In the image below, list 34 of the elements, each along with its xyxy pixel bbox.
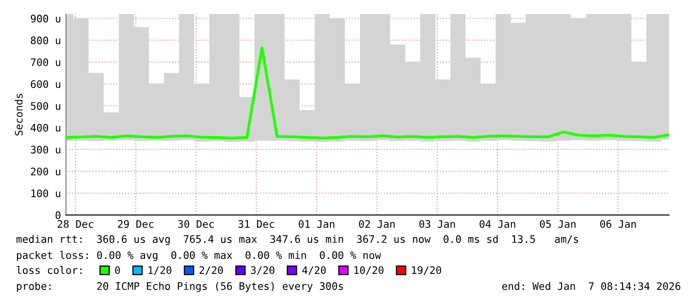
y-tick-label: 200 u	[30, 168, 60, 176]
y-tick-label: 0	[56, 211, 60, 220]
x-tick-label: 01 Jan	[298, 220, 334, 228]
text: probe: 20 ICMP Echo Pings (56 Bytes) every 300s	[16, 282, 343, 292]
y-tick-label: 900 u	[30, 14, 60, 22]
x-tick-label: 30 Dec	[178, 220, 214, 228]
x-tick-label: 03 Jan	[419, 220, 455, 228]
x-tick-label: 02 Jan	[359, 220, 395, 228]
y-tick-label: 100 u	[31, 189, 60, 198]
y-tick-label: 800 u	[30, 36, 60, 44]
legend-label: 2/20	[200, 266, 223, 275]
legend-label: 0	[115, 266, 120, 274]
x-tick-label: 31 Dec	[238, 220, 274, 228]
text: packet loss: 0.00 % avg 0.00 % max 0.00 % min 0.00 % now	[16, 250, 382, 262]
legend-label: 1/20	[148, 266, 172, 275]
legend-label: 10/20	[354, 266, 384, 275]
text: end: Wed Jan 7 08:14:34 2026	[502, 282, 680, 290]
y-tick-label: 500 u	[30, 102, 60, 110]
legend-label: 19/20	[412, 266, 442, 275]
line-series	[66, 46, 669, 140]
x-tick-label: 05 Jan	[540, 220, 576, 228]
y-tick-label: 700 u	[30, 58, 60, 66]
x-tick-label: 06 Jan	[600, 220, 636, 228]
x-tick-label: 29 Dec	[118, 220, 154, 228]
y-tick-label: 600 u	[30, 80, 60, 88]
legend-title: loss color:	[16, 266, 82, 274]
legend-label: 4/20	[302, 266, 326, 275]
text: median rtt: 360.6 us avg 765.4 us max 347.6 us min 367.2 us now 0.0 ms sd 13.5 am/s	[16, 234, 578, 246]
y-axis-title: Seconds	[14, 94, 23, 136]
legend-label: 3/20	[250, 266, 274, 275]
x-tick-label: 28 Dec	[58, 220, 94, 228]
x-tick-label: 04 Jan	[480, 220, 516, 228]
y-tick-label: 300 u	[30, 146, 60, 154]
y-tick-label: 400 u	[30, 124, 60, 132]
